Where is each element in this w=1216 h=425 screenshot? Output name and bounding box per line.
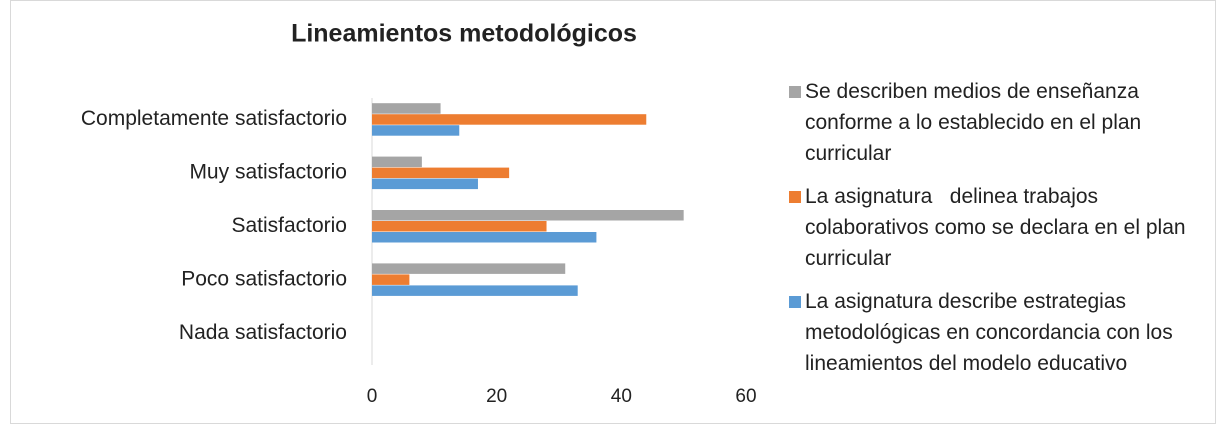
chart-title: Lineamientos metodológicos bbox=[291, 20, 637, 48]
legend-label: La asignatura delinea trabajos colaborat… bbox=[805, 185, 1192, 270]
y-tick-label: Nada satisfactorio bbox=[179, 321, 347, 344]
bar bbox=[372, 274, 410, 285]
bar bbox=[372, 210, 684, 221]
bar bbox=[372, 125, 460, 136]
bar bbox=[372, 167, 510, 179]
legend-entry: La asignatura delinea trabajos colaborat… bbox=[789, 181, 1200, 274]
y-tick-label: Completamente satisfactorio bbox=[81, 107, 347, 130]
bar bbox=[372, 103, 441, 114]
x-tick-label: 20 bbox=[486, 386, 507, 407]
legend-label: La asignatura describe estrategias metod… bbox=[805, 290, 1179, 375]
bar bbox=[372, 178, 478, 190]
y-tick-label: Satisfactorio bbox=[231, 214, 347, 237]
y-tick-label: Poco satisfactorio bbox=[181, 267, 347, 290]
bar bbox=[372, 156, 422, 168]
legend-label: Se describen medios de enseñanza conform… bbox=[805, 80, 1148, 165]
y-tick-label: Muy satisfactorio bbox=[189, 161, 347, 184]
bar bbox=[372, 232, 597, 243]
bar bbox=[372, 221, 547, 232]
bar bbox=[372, 114, 647, 125]
bar bbox=[372, 263, 566, 274]
legend-entry: Se describen medios de enseñanza conform… bbox=[789, 76, 1200, 169]
legend-swatch bbox=[789, 296, 801, 308]
bar bbox=[372, 285, 578, 296]
legend-swatch bbox=[789, 191, 801, 203]
x-tick-label: 40 bbox=[611, 386, 632, 407]
legend-swatch bbox=[789, 86, 801, 98]
x-tick-label: 0 bbox=[367, 386, 378, 407]
x-tick-label: 60 bbox=[735, 386, 756, 407]
legend-entry: La asignatura describe estrategias metod… bbox=[789, 286, 1200, 379]
